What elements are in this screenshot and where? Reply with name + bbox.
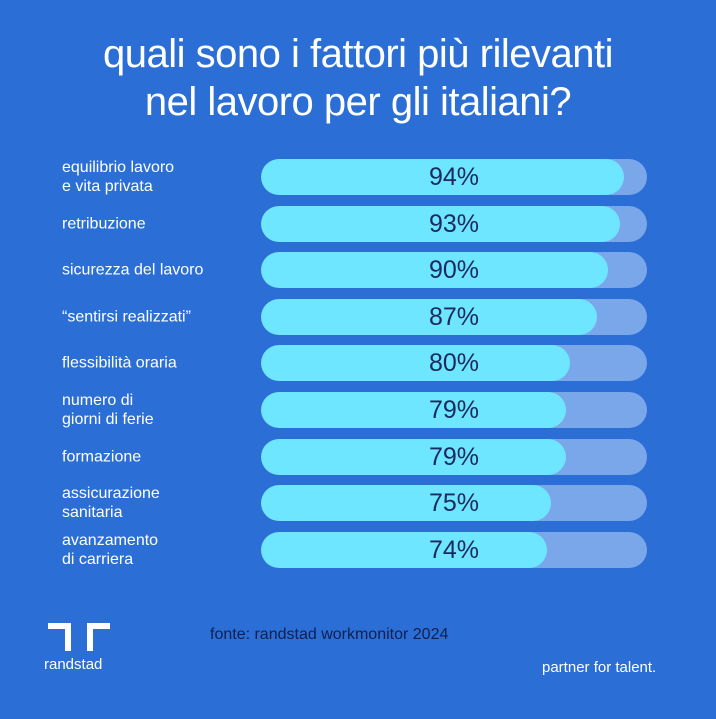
data-label: 94% xyxy=(428,163,480,191)
data-label: 75% xyxy=(428,489,480,518)
category-label: formazione xyxy=(62,448,142,466)
bar-track: 93% xyxy=(261,205,647,242)
bar-track: 75% xyxy=(261,485,647,522)
category-label: sicurezza del lavoro xyxy=(62,261,204,279)
bar xyxy=(261,531,547,568)
bar-track: 90% xyxy=(261,252,647,289)
bar-row: numero di giorni di ferie 79% xyxy=(0,390,716,430)
bar-row: avanzamento di carriera 74% xyxy=(0,530,716,570)
brand-name: randstad xyxy=(44,656,103,673)
chart-title-line-1: quali sono i fattori più rilevanti xyxy=(103,32,613,76)
bar-track: 87% xyxy=(261,298,647,335)
chart-title-line-2: nel lavoro per gli italiani? xyxy=(144,80,572,124)
category-label: flessibilità oraria xyxy=(62,354,177,372)
source-note: fonte: randstad workmonitor 2024 xyxy=(210,626,449,643)
bar-track: 80% xyxy=(261,345,647,382)
category-label: equilibrio lavoro e vita privata xyxy=(62,159,175,195)
bar xyxy=(261,345,570,382)
bar-row: assicurazione sanitaria 75% xyxy=(0,483,716,523)
data-label: 90% xyxy=(428,256,480,285)
randstad-logo-icon xyxy=(48,623,110,651)
bar-row: retribuzione 93% xyxy=(0,204,716,244)
bar xyxy=(261,392,566,428)
bar-track: 74% xyxy=(261,531,647,568)
bar-row: formazione 79% xyxy=(0,437,716,477)
bar xyxy=(261,485,551,522)
chart-title: quali sono i fattori più rilevanti nel l… xyxy=(0,30,716,126)
bar xyxy=(261,205,620,242)
bar-row: equilibrio lavoro e vita privata 94% xyxy=(0,157,716,197)
data-label: 80% xyxy=(428,349,480,378)
bar-row: sicurezza del lavoro 90% xyxy=(0,250,716,290)
category-label: “sentirsi realizzati” xyxy=(62,308,191,326)
bar xyxy=(261,159,624,195)
data-label: 93% xyxy=(428,209,480,238)
bar xyxy=(261,298,597,335)
data-label: 74% xyxy=(428,535,480,564)
data-label: 79% xyxy=(428,396,480,424)
category-label: retribuzione xyxy=(62,215,146,233)
category-label: assicurazione sanitaria xyxy=(62,485,160,522)
bar-track: 94% xyxy=(261,159,647,195)
category-label: avanzamento di carriera xyxy=(62,531,159,568)
bar-track: 79% xyxy=(261,392,647,428)
bar xyxy=(261,252,609,289)
tagline: partner for talent. xyxy=(542,659,657,676)
data-label: 79% xyxy=(428,442,480,471)
data-label: 87% xyxy=(428,302,480,331)
category-label: numero di giorni di ferie xyxy=(62,392,154,428)
bar-row: “sentirsi realizzati” 87% xyxy=(0,297,716,337)
bar-track: 79% xyxy=(261,438,647,475)
bar-row: flessibilità oraria 80% xyxy=(0,343,716,383)
bar xyxy=(261,438,566,475)
